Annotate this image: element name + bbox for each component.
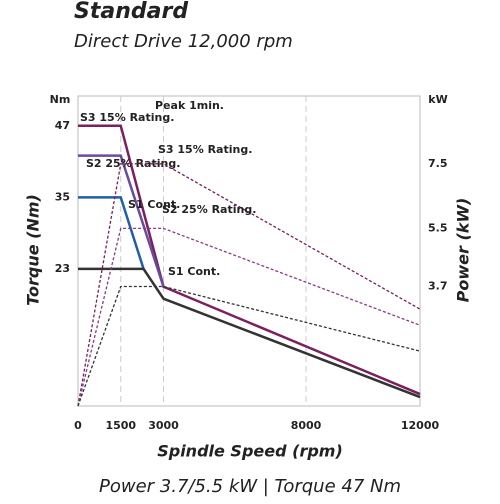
x-tick-label: 0 [74, 419, 82, 432]
y-unit: Nm [50, 93, 71, 106]
y-tick-label: 47 [55, 119, 70, 132]
chart-title: Standard [74, 0, 188, 24]
annotation: Peak 1min. [155, 99, 224, 112]
series-label: S3 15% Rating. [80, 111, 174, 124]
y2-axis-label: Power (kW) [454, 198, 473, 303]
y2-unit: kW [428, 93, 447, 106]
series-label: S2 25% Rating. [162, 203, 256, 216]
series-label: S1 Cont. [168, 265, 220, 278]
y-tick-label: 35 [55, 190, 70, 203]
x-axis-label: Spindle Speed (rpm) [157, 442, 343, 461]
series-label: S3 15% Rating. [158, 143, 252, 156]
y2-tick-label: 7.5 [428, 157, 448, 170]
x-tick-label: 1500 [105, 419, 136, 432]
y2-tick-label: 5.5 [428, 221, 448, 234]
series-label: S1 Cont. [128, 198, 180, 211]
torque-line [78, 124, 421, 396]
torque-line [78, 267, 421, 399]
power-line [77, 227, 421, 407]
x-tick-label: 8000 [291, 419, 322, 432]
chart-subtitle: Direct Drive 12,000 rpm [74, 31, 293, 52]
torque-line [78, 196, 145, 270]
footer: Power 3.7/5.5 kW | Torque 47 Nm [99, 476, 401, 497]
power-line [77, 285, 421, 407]
series-label: S2 25% Rating. [86, 157, 180, 170]
y-axis-label: Torque (Nm) [24, 194, 43, 306]
y-tick-label: 23 [55, 262, 70, 275]
torque-line [78, 154, 165, 288]
x-tick-label: 12000 [401, 419, 440, 432]
power-line [77, 163, 421, 407]
x-tick-label: 3000 [148, 419, 179, 432]
plot-frame [77, 95, 421, 407]
y2-tick-label: 3.7 [428, 280, 448, 293]
